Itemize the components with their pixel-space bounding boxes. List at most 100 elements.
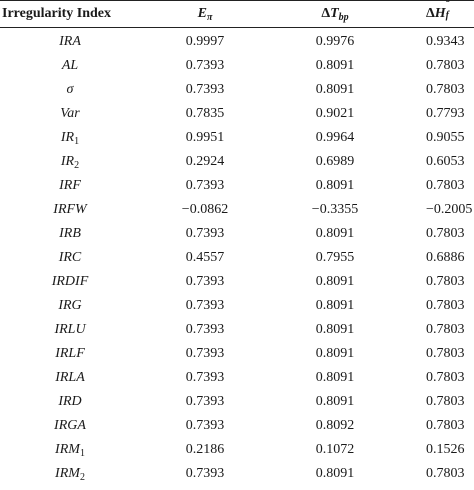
row-index-name: IRFW (0, 198, 140, 222)
index-name-text: Var (60, 106, 80, 121)
value-delta-hf: 0.7803 (426, 346, 465, 361)
header-delta-symbol: Δ (321, 6, 331, 21)
value-delta-tbp: 0.1072 (315, 442, 355, 457)
index-name-text: IRG (58, 298, 82, 313)
index-name-text: IRLU (54, 322, 86, 337)
value-e-pi: 0.7393 (185, 394, 225, 409)
value-delta-tbp: 0.8091 (315, 58, 355, 73)
index-name-subscript: 1 (79, 448, 85, 459)
header-e-pi: Eπ (140, 1, 270, 31)
row-index-name: IRC (0, 246, 140, 270)
row-index-name: IRA (0, 30, 140, 54)
value-e-pi: 0.7393 (185, 226, 225, 241)
index-name-text: IR (60, 130, 75, 145)
table-row: IRGA 0.7393 0.8092 0.7803 (0, 414, 474, 438)
table-row: IRM1 0.2186 0.1072 0.1526 (0, 438, 474, 462)
value-delta-hf: 0.7793 (426, 106, 465, 121)
table-row: IRD 0.7393 0.8091 0.7803 (0, 390, 474, 414)
table-row: IRA 0.9997 0.9976 0.9343 (0, 30, 474, 54)
row-index-name: Var (0, 102, 140, 126)
value-e-pi: 0.4557 (185, 250, 225, 265)
value-delta-hf: 0.6053 (426, 154, 465, 169)
value-e-pi: 0.7393 (185, 418, 225, 433)
value-e-pi: 0.2924 (185, 154, 225, 169)
value-e-pi: 0.7393 (185, 322, 225, 337)
row-index-name: IRF (0, 174, 140, 198)
row-index-name: IR2 (0, 150, 140, 178)
row-index-name: IRLU (0, 318, 140, 342)
value-delta-hf: 0.7803 (426, 322, 465, 337)
index-name-text: IR (60, 154, 75, 169)
table-row: IRM2 0.7393 0.8091 0.7803 (0, 462, 474, 486)
value-delta-tbp: 0.8091 (315, 274, 355, 289)
header-h-subscript: f (445, 10, 450, 21)
table-row: Var 0.7835 0.9021 0.7793 (0, 102, 474, 126)
value-delta-tbp: 0.9964 (315, 130, 355, 145)
index-name-text: IRLF (55, 346, 85, 361)
index-name-text: IRDIF (51, 274, 89, 289)
value-delta-hf: 0.7803 (426, 82, 465, 97)
row-index-name: IRB (0, 222, 140, 246)
value-e-pi: 0.9997 (185, 34, 225, 49)
table-row: IR2 0.2924 0.6989 0.6053 (0, 150, 474, 174)
table-row: IRDIF 0.7393 0.8091 0.7803 (0, 270, 474, 294)
index-name-text: IRD (58, 394, 82, 409)
value-e-pi: 0.9951 (185, 130, 225, 145)
value-delta-hf: 0.7803 (426, 178, 465, 193)
table-row: IR1 0.9951 0.9964 0.9055 (0, 126, 474, 150)
row-index-name: IRLF (0, 342, 140, 366)
index-name-text: IRGA (54, 418, 86, 433)
value-delta-tbp: 0.8092 (315, 418, 355, 433)
value-delta-hf: 0.9343 (426, 34, 465, 49)
header-h-superscript: o (446, 0, 451, 5)
index-name-text: IRA (59, 34, 81, 49)
row-index-name: IR1 (0, 126, 140, 154)
header-delta-symbol-2: Δ (426, 6, 435, 21)
table-row: AL 0.7393 0.8091 0.7803 (0, 54, 474, 78)
value-delta-hf: 0.7803 (426, 226, 465, 241)
value-e-pi: −0.0862 (181, 202, 229, 217)
value-e-pi: 0.7393 (185, 178, 225, 193)
value-delta-tbp: 0.8091 (315, 466, 355, 481)
header-t-symbol: T (330, 6, 339, 21)
index-name-text: σ (66, 82, 74, 97)
row-index-name: IRG (0, 294, 140, 318)
row-index-name: IRM2 (0, 462, 140, 490)
value-e-pi: 0.7393 (185, 370, 225, 385)
table-row: IRLA 0.7393 0.8091 0.7803 (0, 366, 474, 390)
value-delta-tbp: 0.9976 (315, 34, 355, 49)
row-index-name: IRGA (0, 414, 140, 438)
value-delta-hf: 0.7803 (426, 370, 465, 385)
row-index-name: IRM1 (0, 438, 140, 466)
table-row: IRFW −0.0862 −0.3355 −0.2005 (0, 198, 474, 222)
header-h-symbol: H (434, 6, 446, 21)
value-e-pi: 0.7393 (185, 274, 225, 289)
row-index-name: AL (0, 54, 140, 78)
row-index-name: IRD (0, 390, 140, 414)
index-name-text: IRLA (55, 370, 85, 385)
header-e-symbol: E (197, 6, 207, 21)
value-delta-hf: 0.7803 (426, 466, 465, 481)
table-top-rule (0, 0, 474, 1)
table-header-row: Irregularity Index Eπ ΔTbp ΔHof (0, 0, 474, 27)
value-delta-tbp: 0.6989 (315, 154, 355, 169)
value-e-pi: 0.7393 (185, 298, 225, 313)
table-row: σ 0.7393 0.8091 0.7803 (0, 78, 474, 102)
header-delta-hf: ΔHof (400, 0, 474, 27)
value-delta-hf: 0.7803 (426, 58, 465, 73)
value-e-pi: 0.2186 (185, 442, 225, 457)
value-delta-hf: 0.7803 (426, 298, 465, 313)
index-name-subscript: 2 (79, 472, 85, 483)
value-delta-tbp: 0.9021 (315, 106, 355, 121)
table-row: IRLU 0.7393 0.8091 0.7803 (0, 318, 474, 342)
table-row: IRC 0.4557 0.7955 0.6886 (0, 246, 474, 270)
table-row: IRG 0.7393 0.8091 0.7803 (0, 294, 474, 318)
value-delta-tbp: 0.8091 (315, 322, 355, 337)
row-index-name: IRLA (0, 366, 140, 390)
index-name-subscript: 2 (74, 160, 80, 171)
table-row: IRB 0.7393 0.8091 0.7803 (0, 222, 474, 246)
header-delta-tbp: ΔTbp (270, 1, 400, 31)
header-irregularity-index: Irregularity Index (2, 6, 112, 21)
header-t-subscript: bp (338, 12, 349, 23)
value-delta-hf: 0.7803 (426, 418, 465, 433)
